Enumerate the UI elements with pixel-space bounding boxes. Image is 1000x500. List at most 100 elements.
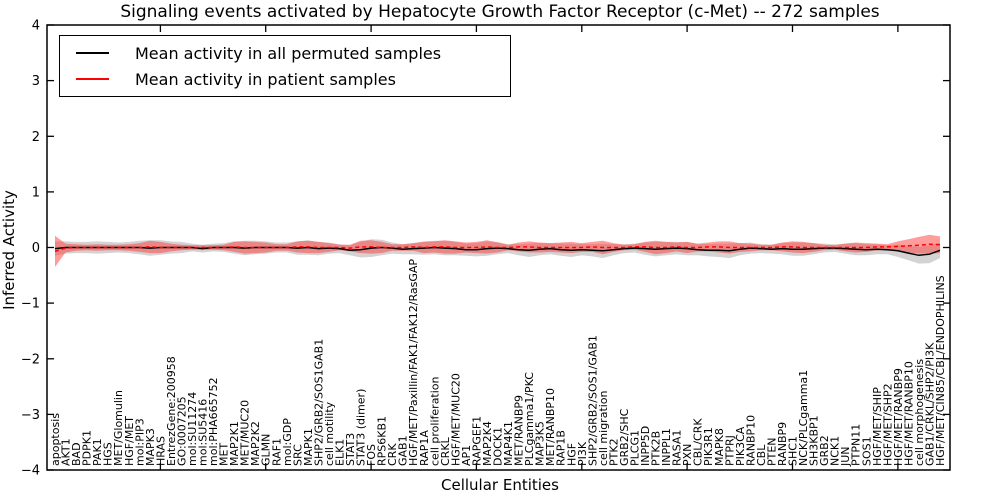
svg-text:RANBP10: RANBP10 [744, 415, 757, 466]
legend-entry-patient: Mean activity in patient samples [76, 70, 510, 89]
svg-text:2: 2 [32, 130, 40, 145]
svg-text:ELK1: ELK1 [334, 439, 347, 466]
svg-text:MAP2K1: MAP2K1 [228, 421, 241, 466]
svg-text:PAK1: PAK1 [91, 438, 104, 466]
svg-text:−2: −2 [21, 352, 40, 367]
svg-text:DOCK1: DOCK1 [492, 427, 505, 466]
svg-text:STAT3: STAT3 [344, 433, 357, 466]
svg-text:PI3K: PI3K [576, 441, 589, 466]
svg-text:RAP1B: RAP1B [555, 430, 568, 466]
legend-line-black-icon [76, 52, 109, 54]
svg-text:INPP5D: INPP5D [639, 426, 652, 466]
svg-text:1: 1 [32, 185, 40, 200]
svg-text:RASA1: RASA1 [671, 430, 684, 466]
svg-text:SHP2/GRB2/SOS1GAB1: SHP2/GRB2/SOS1GAB1 [312, 339, 325, 466]
svg-text:SOS1: SOS1 [860, 436, 873, 466]
svg-text:GRB2: GRB2 [818, 435, 831, 466]
svg-text:BAD: BAD [70, 442, 83, 466]
svg-text:mol:GDP: mol:GDP [281, 418, 294, 466]
svg-text:GLMN: GLMN [260, 434, 273, 466]
svg-text:PTEN: PTEN [765, 437, 778, 466]
svg-text:GO:0007205: GO:0007205 [175, 396, 188, 466]
svg-text:mol:PIP3: mol:PIP3 [133, 418, 146, 466]
svg-text:MAP3K5: MAP3K5 [534, 421, 547, 466]
svg-text:PDPK1: PDPK1 [81, 430, 94, 466]
svg-text:cell migration: cell migration [597, 390, 610, 466]
svg-text:0: 0 [32, 241, 40, 256]
svg-text:mol:SU5416: mol:SU5416 [197, 399, 210, 466]
legend-entry-permuted: Mean activity in all permuted samples [76, 44, 510, 63]
svg-text:GAB1: GAB1 [397, 435, 410, 466]
svg-text:PIK3R1: PIK3R1 [702, 427, 715, 466]
svg-text:SHP2/GRB2/SOS1/GAB1: SHP2/GRB2/SOS1/GAB1 [586, 335, 599, 466]
svg-text:PTPN11: PTPN11 [850, 424, 863, 466]
svg-text:3: 3 [32, 74, 40, 89]
svg-text:HGF/MET/SHIP: HGF/MET/SHIP [871, 387, 884, 466]
svg-text:4: 4 [32, 19, 40, 34]
svg-text:FOS: FOS [365, 444, 378, 466]
svg-text:STAT3 (dimer): STAT3 (dimer) [355, 389, 368, 466]
svg-text:CBL/CRK: CBL/CRK [692, 418, 705, 466]
svg-text:AP1: AP1 [460, 445, 473, 466]
svg-text:RANBP9: RANBP9 [776, 422, 789, 466]
svg-text:RAPGEF1: RAPGEF1 [470, 416, 483, 466]
legend-label-permuted: Mean activity in all permuted samples [135, 43, 442, 63]
svg-text:PTPRJ: PTPRJ [723, 435, 736, 466]
legend-line-red-icon [76, 78, 109, 80]
svg-text:−3: −3 [21, 408, 40, 423]
svg-text:HGF/MET/Paxillin/FAK1/FAK12/Ra: HGF/MET/Paxillin/FAK1/FAK12/RasGAP [407, 259, 420, 466]
svg-text:HGF/MET/SHP2: HGF/MET/SHP2 [881, 383, 894, 466]
svg-text:RAP1A: RAP1A [418, 430, 431, 466]
svg-text:cell motility: cell motility [323, 401, 336, 466]
svg-text:SRC: SRC [291, 444, 304, 466]
svg-text:HGF/MET/CIN85/CBL/ENDOPHILINS: HGF/MET/CIN85/CBL/ENDOPHILINS [934, 275, 947, 466]
svg-text:SH3KBP1: SH3KBP1 [808, 415, 821, 466]
svg-text:MAP2K4: MAP2K4 [481, 421, 494, 466]
svg-text:MAPK3: MAPK3 [144, 428, 157, 466]
svg-text:MAPK1: MAPK1 [302, 428, 315, 466]
svg-text:mol:SU11274: mol:SU11274 [186, 392, 199, 466]
svg-text:HGF: HGF [565, 443, 578, 466]
svg-text:PXN: PXN [681, 444, 694, 466]
svg-text:HGF/MET/MUC20: HGF/MET/MUC20 [449, 373, 462, 466]
svg-text:CRK: CRK [386, 443, 399, 466]
svg-text:EntrezGene:200958: EntrezGene:200958 [165, 356, 178, 466]
svg-text:JUN: JUN [839, 446, 852, 467]
svg-text:HGF/MET: HGF/MET [123, 416, 136, 466]
svg-text:CBL: CBL [755, 444, 768, 466]
svg-text:PTK2B: PTK2B [650, 431, 663, 466]
legend-label-patient: Mean activity in patient samples [135, 69, 396, 89]
svg-text:HGF/MET/RANBP10: HGF/MET/RANBP10 [902, 361, 915, 466]
svg-text:MET/Glomulin: MET/Glomulin [112, 390, 125, 466]
svg-text:MET: MET [218, 443, 231, 466]
svg-text:PTK2: PTK2 [607, 438, 620, 466]
svg-text:MET/MUC20: MET/MUC20 [239, 400, 252, 466]
svg-text:HGF/MET/RANBP9: HGF/MET/RANBP9 [892, 368, 905, 466]
svg-text:MAP2K2: MAP2K2 [249, 421, 262, 466]
svg-text:−1: −1 [21, 297, 40, 312]
svg-text:NCK1: NCK1 [829, 436, 842, 466]
svg-text:MET/RANBP9: MET/RANBP9 [513, 395, 526, 466]
svg-text:cell morphogenesis: cell morphogenesis [913, 359, 926, 466]
svg-text:RPS6KB1: RPS6KB1 [376, 416, 389, 466]
svg-text:HRAS: HRAS [154, 436, 167, 466]
svg-text:−4: −4 [21, 464, 40, 479]
svg-text:MAP4K1: MAP4K1 [502, 421, 515, 466]
svg-text:PIK3CA: PIK3CA [734, 426, 747, 466]
svg-text:INPPL1: INPPL1 [660, 428, 673, 466]
svg-text:CRKL: CRKL [439, 436, 452, 466]
svg-text:SHC1: SHC1 [787, 436, 800, 466]
svg-text:MET/RANBP10: MET/RANBP10 [544, 388, 557, 466]
svg-text:cell proliferation: cell proliferation [428, 376, 441, 466]
legend: Mean activity in all permuted samples Me… [59, 35, 511, 97]
svg-text:MAPK8: MAPK8 [713, 428, 726, 466]
x-axis-label: Cellular Entities [441, 476, 559, 494]
svg-text:NCK/PLCgamma1: NCK/PLCgamma1 [797, 370, 810, 466]
svg-text:PLCgamma1/PKC: PLCgamma1/PKC [523, 372, 536, 466]
svg-text:GAB1/CRKL/SHP2/PI3K: GAB1/CRKL/SHP2/PI3K [924, 342, 937, 466]
y-axis-label: Inferred Activity [0, 190, 18, 310]
svg-text:PLCG1: PLCG1 [629, 430, 642, 466]
svg-text:RAF1: RAF1 [270, 438, 283, 466]
